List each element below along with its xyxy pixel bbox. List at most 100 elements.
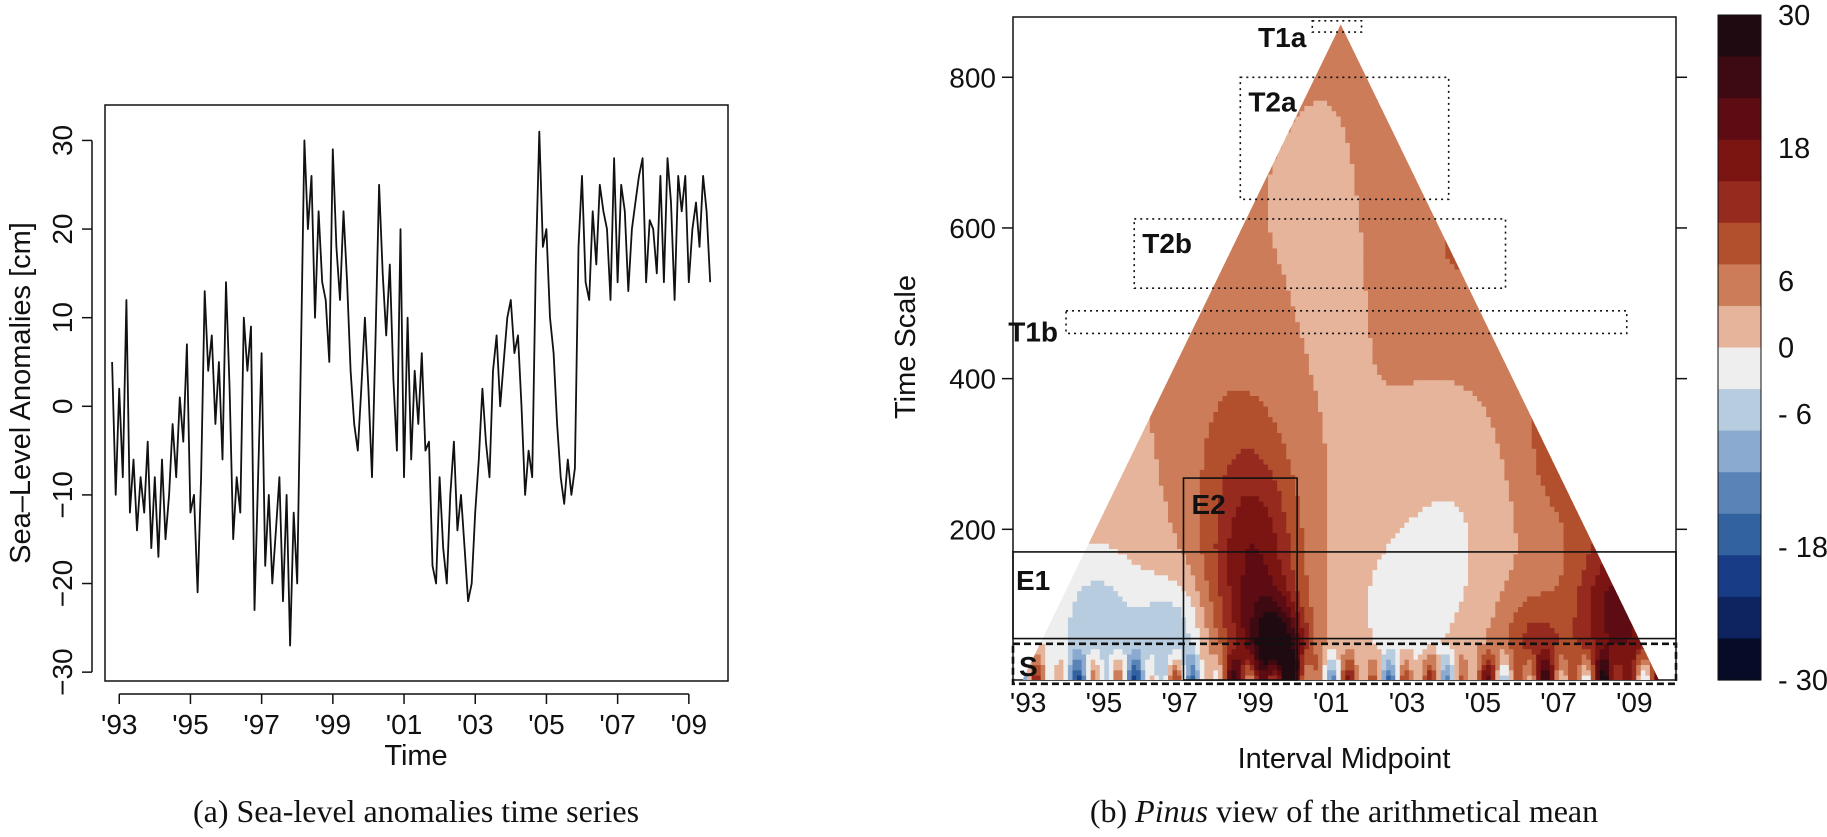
- heatmap-cell: [1299, 537, 1306, 544]
- heatmap-cell: [1499, 606, 1506, 613]
- heatmap-cell: [1245, 463, 1251, 470]
- heatmap-cell: [1286, 458, 1292, 465]
- heatmap-cell: [1040, 637, 1046, 644]
- heatmap-cell: [1422, 469, 1428, 476]
- heatmap-cell: [1404, 537, 1410, 544]
- heatmap-cell: [1227, 542, 1233, 549]
- heatmap-cell: [1563, 648, 1569, 655]
- heatmap-cell: [1608, 611, 1615, 618]
- heatmap-cell: [1445, 469, 1451, 476]
- heatmap-cell: [1358, 627, 1365, 634]
- heatmap-cell: [1513, 469, 1519, 476]
- heatmap-cell: [1322, 637, 1328, 644]
- heatmap-cell: [1131, 537, 1137, 544]
- heatmap-cell: [1558, 537, 1565, 544]
- heatmap-cell: [1108, 516, 1115, 523]
- heatmap-cell: [1613, 658, 1619, 665]
- heatmap-cell: [1358, 579, 1365, 586]
- heatmap-cell: [1272, 521, 1278, 528]
- heatmap-cell: [1095, 606, 1101, 613]
- heatmap-cell: [1354, 585, 1360, 592]
- heatmap-cell: [1149, 490, 1156, 497]
- heatmap-cell: [1077, 590, 1083, 597]
- heatmap-cell: [1313, 484, 1319, 491]
- heatmap-cell: [1472, 590, 1478, 597]
- heatmap-cell: [1340, 527, 1346, 534]
- heatmap-cell: [1408, 469, 1415, 476]
- heatmap-cell: [1163, 590, 1169, 597]
- heatmap-cell: [1290, 553, 1296, 560]
- heatmap-cell: [1399, 616, 1406, 623]
- heatmap-cell: [1622, 627, 1628, 634]
- heatmap-cell: [1168, 495, 1174, 502]
- heatmap-cell: [1268, 600, 1274, 607]
- heatmap-cell: [1518, 643, 1524, 650]
- heatmap-cell: [1513, 516, 1519, 523]
- heatmap-cell: [1231, 532, 1237, 539]
- heatmap-cell: [1131, 585, 1137, 592]
- heatmap-cell: [1599, 616, 1606, 623]
- heatmap-cell: [1131, 516, 1137, 523]
- heatmap-cell: [1290, 521, 1296, 528]
- heatmap-cell: [1277, 463, 1283, 470]
- heatmap-cell: [1577, 664, 1583, 671]
- heatmap-cell: [1481, 564, 1487, 571]
- heatmap-cell: [1227, 606, 1233, 613]
- heatmap-cell: [1431, 484, 1437, 491]
- heatmap-cell: [1049, 611, 1055, 618]
- heatmap-cell: [1136, 542, 1142, 549]
- heatmap-cell: [1449, 574, 1456, 581]
- heatmap-cell: [1168, 674, 1174, 680]
- heatmap-cell: [1577, 632, 1583, 639]
- heatmap-cell: [1090, 585, 1096, 592]
- heatmap-cell: [1531, 632, 1537, 639]
- heatmap-cell: [1281, 574, 1287, 581]
- heatmap-cell: [1386, 521, 1392, 528]
- heatmap-cell: [1472, 558, 1478, 565]
- heatmap-cell: [1313, 542, 1319, 549]
- heatmap-cell: [1340, 595, 1346, 602]
- heatmap-cell: [1177, 643, 1183, 650]
- heatmap-cell: [1536, 569, 1542, 576]
- heatmap-cell: [1372, 653, 1378, 660]
- heatmap-cell: [1222, 458, 1228, 465]
- heatmap-cell: [1599, 627, 1606, 634]
- heatmap-cell: [1463, 516, 1469, 523]
- heatmap-cell: [1354, 569, 1360, 576]
- heatmap-cell: [1208, 648, 1215, 655]
- heatmap-cell: [1531, 527, 1537, 534]
- heatmap-cell: [1458, 611, 1465, 618]
- heatmap-cell: [1090, 606, 1096, 613]
- heatmap-cell: [1418, 579, 1424, 586]
- heatmap-cell: [1368, 458, 1374, 465]
- heatmap-cell: [1108, 558, 1115, 565]
- heatmap-cell: [1554, 469, 1560, 476]
- heatmap-cell: [1099, 558, 1106, 565]
- heatmap-cell: [1045, 632, 1051, 639]
- heatmap-cell: [1290, 632, 1296, 639]
- heatmap-cell: [1395, 542, 1401, 549]
- heatmap-cell: [1199, 627, 1206, 634]
- heatmap-cell: [1554, 674, 1560, 680]
- heatmap-cell: [1563, 495, 1569, 502]
- heatmap-cell: [1486, 658, 1492, 665]
- heatmap-cell: [1240, 669, 1246, 676]
- heatmap-cell: [1549, 553, 1556, 560]
- heatmap-cell: [1327, 627, 1333, 634]
- heatmap-cell: [1077, 627, 1083, 634]
- heatmap-cell: [1336, 458, 1342, 465]
- heatmap-cell: [1077, 669, 1083, 676]
- heatmap-cell: [1372, 674, 1378, 680]
- heatmap-cell: [1558, 553, 1565, 560]
- heatmap-cell: [1368, 553, 1374, 560]
- heatmap-cell: [1227, 669, 1233, 676]
- heatmap-cell: [1418, 569, 1424, 576]
- heatmap-cell: [1604, 648, 1610, 655]
- heatmap-cell: [1599, 648, 1606, 655]
- heatmap-cell: [1195, 564, 1201, 571]
- heatmap-cell: [1586, 553, 1592, 560]
- heatmap-cell: [1345, 558, 1351, 565]
- heatmap-cell: [1581, 664, 1587, 671]
- heatmap-cell: [1268, 542, 1274, 549]
- heatmap-cell: [1568, 511, 1574, 518]
